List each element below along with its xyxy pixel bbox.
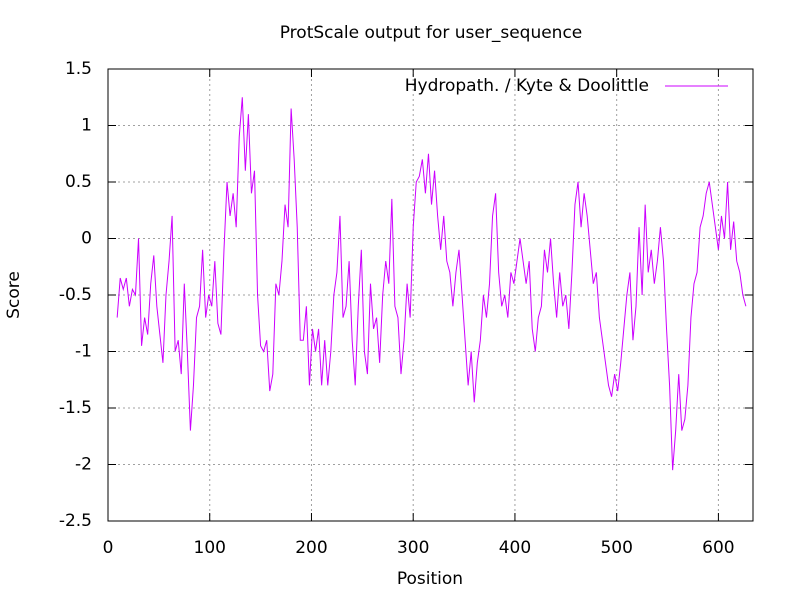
y-tick-label: -2.5 [59, 511, 92, 531]
y-tick-label: 1.5 [65, 59, 92, 79]
y-tick-label: -1 [75, 342, 92, 362]
y-tick-label: -1.5 [59, 398, 92, 418]
y-tick-label: 1 [81, 116, 92, 136]
y-axis-label: Score [4, 271, 24, 319]
x-tick-label: 100 [194, 538, 226, 558]
x-tick-label: 600 [702, 538, 734, 558]
y-tick-label: -2 [75, 455, 92, 475]
x-tick-label: 300 [397, 538, 429, 558]
y-tick-label: 0.5 [65, 172, 92, 192]
y-tick-label: 0 [81, 229, 92, 249]
legend-label: Hydropath. / Kyte & Doolittle [405, 76, 649, 96]
x-tick-label: 500 [600, 538, 632, 558]
x-tick-label: 200 [295, 538, 327, 558]
chart-title: ProtScale output for user_sequence [280, 23, 583, 43]
x-tick-label: 400 [499, 538, 531, 558]
x-tick-label: 0 [103, 538, 114, 558]
x-axis-label: Position [397, 569, 463, 589]
plot-frame [107, 68, 754, 522]
data-line [116, 97, 747, 471]
y-tick-label: -0.5 [59, 285, 92, 305]
